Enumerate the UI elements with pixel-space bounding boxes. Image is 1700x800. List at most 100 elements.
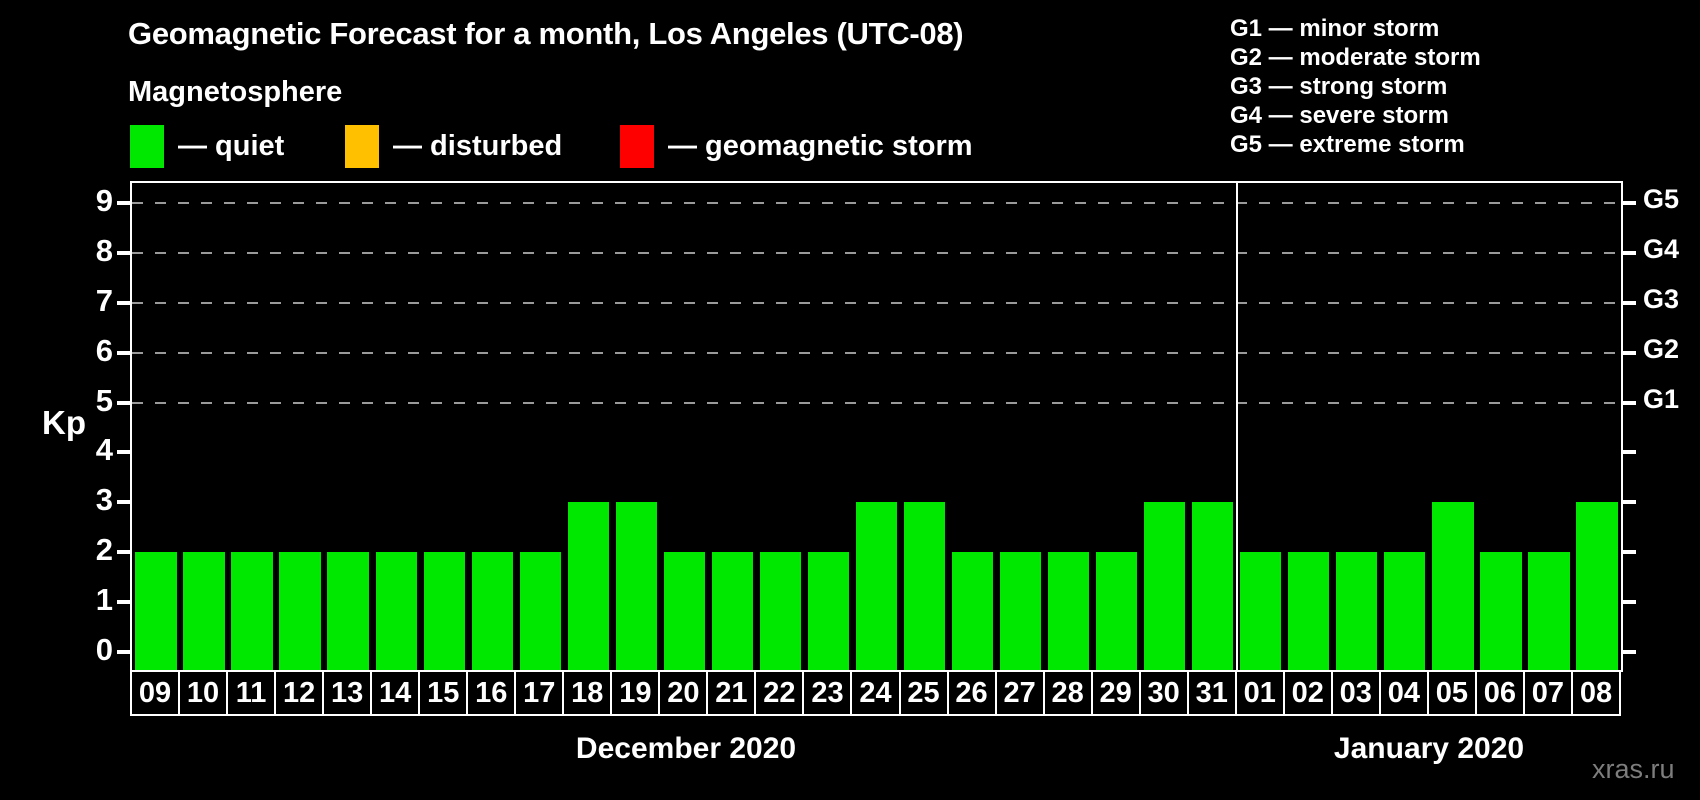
- kp-bar: [279, 552, 321, 670]
- legend-item-quiet: — quiet: [130, 124, 284, 168]
- kp-bar: [423, 552, 465, 670]
- right-axis-tick: [1621, 450, 1636, 455]
- day-cell: 10: [178, 670, 229, 716]
- legend-label-disturbed: — disturbed: [393, 129, 563, 162]
- kp-bar: [1384, 552, 1426, 670]
- day-cell: 09: [130, 670, 181, 716]
- day-cell: 04: [1378, 670, 1429, 716]
- day-cell: 23: [802, 670, 853, 716]
- day-cell: 31: [1186, 670, 1237, 716]
- month-label-january: January 2020: [1333, 732, 1525, 765]
- day-cell: 20: [658, 670, 709, 716]
- kp-bar: [1096, 552, 1138, 670]
- day-cell: 30: [1138, 670, 1189, 716]
- day-cell: 13: [322, 670, 373, 716]
- right-axis-tick: [1621, 500, 1636, 505]
- kp-bar: [1144, 502, 1186, 670]
- day-cell: 19: [610, 670, 661, 716]
- day-cell: 29: [1090, 670, 1141, 716]
- kp-bar: [1192, 502, 1234, 670]
- day-cell: 27: [994, 670, 1045, 716]
- kp-bar: [567, 502, 609, 670]
- kp-bar: [711, 552, 754, 670]
- kp-bar: [663, 552, 705, 670]
- kp-bar: [471, 552, 513, 670]
- y-axis-tick-label: 4: [95, 432, 113, 468]
- kp-bar: [903, 502, 946, 670]
- month-label-december: December 2020: [575, 732, 797, 765]
- kp-bar: [999, 552, 1042, 670]
- kp-bar: [183, 552, 225, 670]
- kp-bar: [1288, 552, 1330, 670]
- right-axis-tick: [1621, 550, 1636, 555]
- day-cell: 25: [898, 670, 949, 716]
- disturbed-color-swatch: [345, 124, 379, 168]
- day-cell: 03: [1330, 670, 1381, 716]
- legend-label-quiet: — quiet: [178, 129, 285, 162]
- y-axis-tick: [117, 500, 132, 505]
- y-axis-tick-label: 9: [95, 182, 113, 218]
- kp-bar: [1432, 502, 1474, 670]
- g-scale-legend-item: G4 — severe storm: [1230, 102, 1449, 129]
- right-axis-tick: [1621, 350, 1636, 355]
- day-cell: 05: [1426, 670, 1477, 716]
- day-cell: 07: [1522, 670, 1573, 716]
- day-cell: 24: [850, 670, 901, 716]
- quiet-color-swatch: [130, 124, 164, 168]
- day-cell: 15: [418, 670, 469, 716]
- right-axis-tick: [1621, 300, 1636, 305]
- kp-bar: [231, 552, 273, 670]
- g-scale-legend-item: G3 — strong storm: [1230, 73, 1448, 100]
- kp-bar: [1336, 552, 1378, 670]
- right-axis-tick: [1621, 200, 1636, 205]
- y-axis-tick: [117, 650, 132, 654]
- kp-bar: [951, 552, 994, 670]
- day-cell: 17: [514, 670, 565, 716]
- gridline: [132, 301, 1621, 304]
- y-axis-tick-label: 6: [95, 332, 113, 368]
- y-axis-tick: [117, 250, 132, 255]
- legend-item-storm: — geomagnetic storm: [620, 124, 973, 168]
- y-axis-tick: [117, 600, 132, 605]
- y-axis-tick-label: 0: [95, 632, 113, 667]
- day-cell: 06: [1474, 670, 1525, 716]
- kp-bar: [135, 552, 177, 670]
- chart-title: Geomagnetic Forecast for a month, Los An…: [128, 16, 964, 51]
- y-axis-tick-label: 1: [95, 582, 113, 618]
- kp-axis-label: Kp: [42, 404, 86, 441]
- storm-color-swatch: [620, 124, 654, 168]
- kp-bar: [375, 552, 417, 670]
- right-axis-tick: [1621, 400, 1636, 405]
- legend-item-disturbed: — disturbed: [345, 124, 562, 168]
- y-axis-tick-label: 5: [95, 382, 113, 418]
- y-axis-tick: [117, 400, 132, 405]
- watermark: xras.ru: [1592, 754, 1675, 784]
- kp-bar: [615, 502, 657, 670]
- day-cell: 21: [706, 670, 757, 716]
- g-scale-legend: G1 — minor storm G2 — moderate storm G3 — …: [1230, 14, 1481, 159]
- kp-bar: [759, 552, 802, 670]
- right-axis-tick: [1621, 600, 1636, 605]
- g-scale-legend-item: G5 — extreme storm: [1230, 131, 1465, 158]
- kp-bar: [807, 552, 850, 670]
- kp-bar: [855, 502, 898, 670]
- y-axis-tick-label: 7: [95, 282, 113, 318]
- g-scale-legend-item: G2 — moderate storm: [1230, 44, 1481, 71]
- day-cell: 01: [1234, 670, 1285, 716]
- g-scale-legend-item: G1 — minor storm: [1230, 15, 1440, 42]
- kp-bar: [1576, 502, 1618, 670]
- y-axis-tick: [117, 450, 132, 455]
- day-cell: 14: [370, 670, 421, 716]
- y-axis-tick: [117, 350, 132, 355]
- day-cell: 26: [946, 670, 997, 716]
- day-cell: 18: [562, 670, 613, 716]
- gridline: [132, 251, 1621, 254]
- g-level-label: G4: [1643, 233, 1680, 264]
- g-level-label: G2: [1643, 333, 1680, 364]
- day-cell: 22: [754, 670, 805, 716]
- kp-bar: [327, 552, 369, 670]
- y-axis-tick: [117, 300, 132, 305]
- legend-heading: Magnetosphere: [128, 76, 343, 108]
- plot-area: [130, 181, 1623, 672]
- gridline: [132, 201, 1621, 204]
